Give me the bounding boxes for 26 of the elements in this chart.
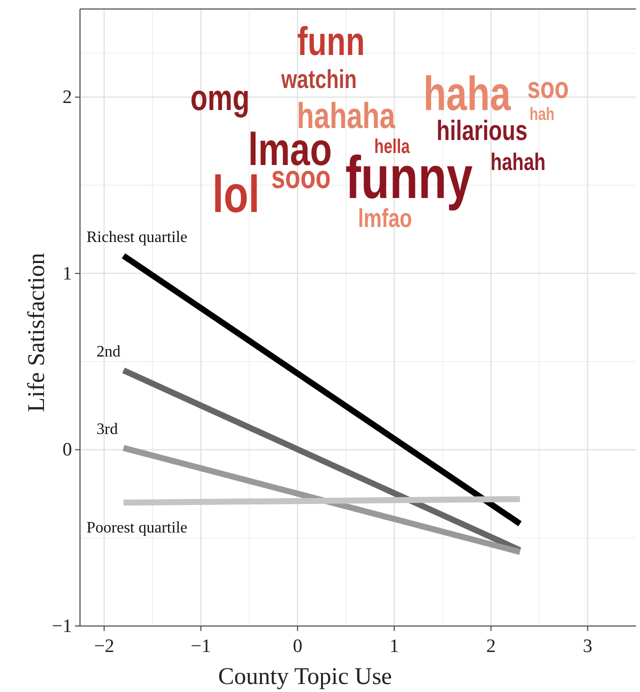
text: hilarious bbox=[436, 115, 528, 147]
text: watchin bbox=[281, 64, 357, 94]
x-tick-label: 2 bbox=[486, 636, 496, 657]
x-tick-label: −1 bbox=[190, 636, 211, 657]
text: hahah bbox=[490, 148, 546, 176]
y-tick-label: 2 bbox=[62, 87, 72, 108]
y-tick-label: 1 bbox=[62, 263, 72, 284]
text: hah bbox=[530, 104, 554, 124]
text: lmfao bbox=[358, 204, 412, 233]
y-tick-label: 0 bbox=[62, 440, 72, 461]
x-axis-title: County Topic Use bbox=[218, 664, 392, 690]
series-label: Poorest quartile bbox=[86, 520, 188, 537]
x-tick-label: −2 bbox=[94, 636, 114, 657]
series-label: 2nd bbox=[96, 343, 121, 360]
series-label: 3rd bbox=[96, 420, 118, 438]
text: lol bbox=[212, 165, 260, 224]
x-tick-label: 3 bbox=[582, 636, 592, 657]
y-axis-title: Life Satisfaction bbox=[24, 252, 50, 412]
y-tick-label: −1 bbox=[52, 616, 72, 637]
x-tick-label: 1 bbox=[390, 636, 400, 657]
series-label: Richest quartile bbox=[86, 228, 188, 246]
text: funn bbox=[297, 19, 365, 64]
text: hella bbox=[374, 135, 410, 158]
text: omg bbox=[190, 78, 250, 118]
x-tick-label: 0 bbox=[292, 636, 302, 657]
text: soo bbox=[527, 71, 569, 105]
